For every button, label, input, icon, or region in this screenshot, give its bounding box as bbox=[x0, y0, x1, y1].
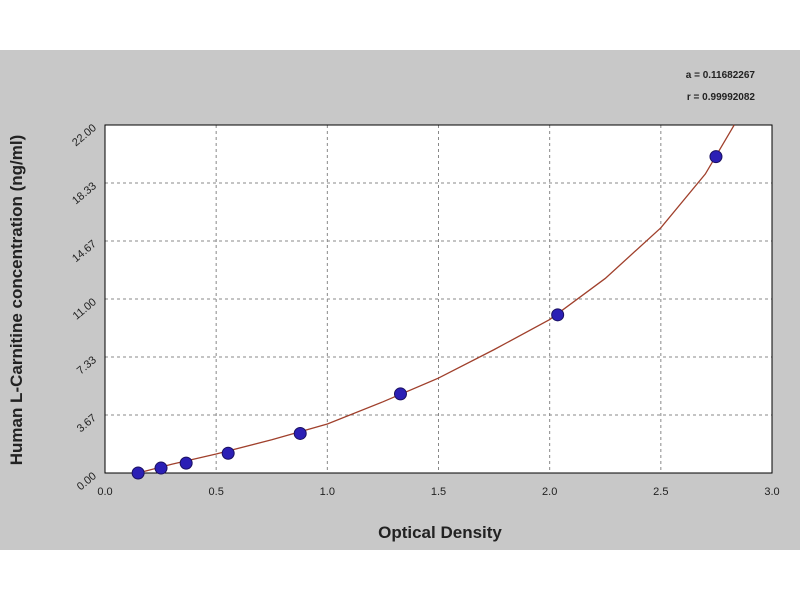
annotation: r = 0.99992082 bbox=[687, 92, 756, 103]
x-axis-title: Optical Density bbox=[378, 523, 502, 542]
x-tick-label: 1.5 bbox=[431, 486, 446, 498]
annotation: a = 0.11682267 bbox=[686, 70, 756, 81]
y-axis-title: Human L-Carnitine concentration (ng/ml) bbox=[7, 135, 26, 466]
fit-curve bbox=[137, 124, 735, 474]
x-tick-label: 1.0 bbox=[320, 486, 335, 498]
data-point bbox=[131, 466, 145, 480]
data-point bbox=[551, 308, 565, 322]
data-point bbox=[393, 387, 407, 401]
plot-border bbox=[104, 124, 773, 474]
data-point bbox=[709, 150, 723, 164]
x-tick-label: 3.0 bbox=[764, 486, 779, 498]
data-point bbox=[154, 461, 168, 475]
data-point bbox=[179, 456, 193, 470]
data-point bbox=[221, 446, 235, 460]
x-tick-label: 0.5 bbox=[209, 486, 224, 498]
x-tick-label: 2.5 bbox=[653, 486, 668, 498]
x-tick-label: 2.0 bbox=[542, 486, 557, 498]
x-tick-label: 0.0 bbox=[97, 486, 112, 498]
data-point bbox=[293, 426, 307, 440]
